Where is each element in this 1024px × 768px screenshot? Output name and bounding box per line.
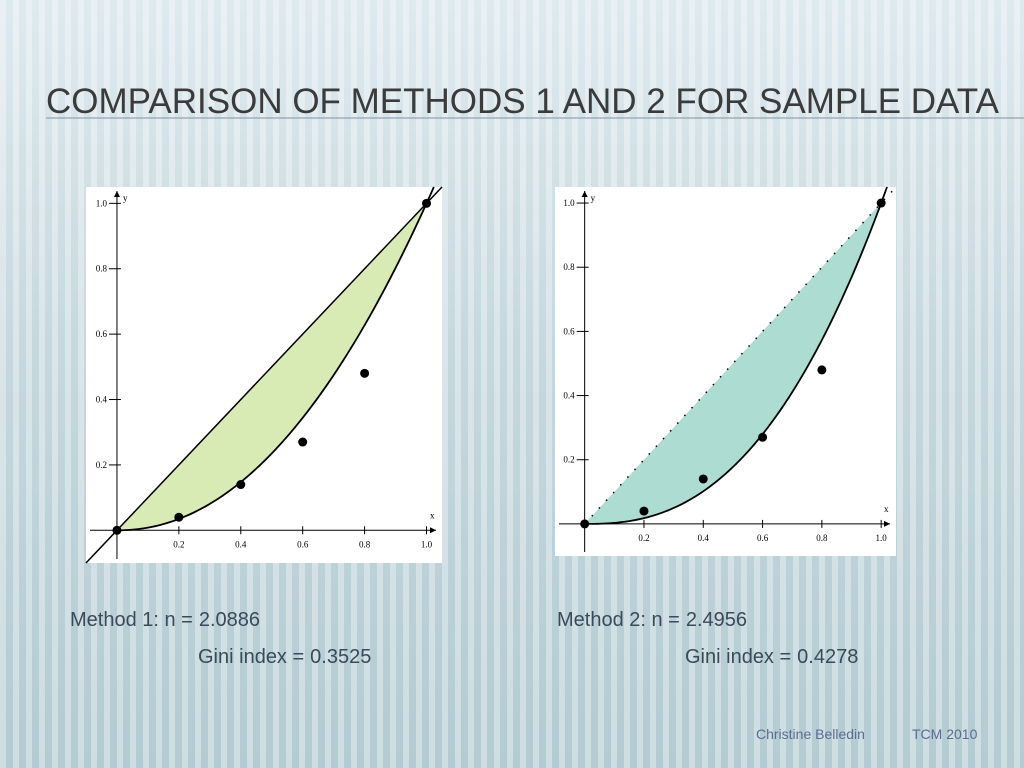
x-tick-label: 0.6 <box>757 533 769 543</box>
lorenz-curve <box>584 186 888 525</box>
x-tick-label: 1.0 <box>421 539 433 549</box>
slide-title: Comparison of Methods 1 and 2 for Sample… <box>46 82 1000 121</box>
x-tick-label: 0.4 <box>698 533 710 543</box>
y-tick-label: 0.4 <box>96 395 108 405</box>
data-point <box>580 519 590 529</box>
x-axis-label: x <box>884 504 889 514</box>
y-tick-label: 1.0 <box>563 198 575 208</box>
data-point <box>112 525 122 535</box>
method-label: Method 1: n = <box>70 609 193 631</box>
n-value: 2.0886 <box>199 609 260 631</box>
gini-caption: Gini index = 0.4278 <box>685 646 858 668</box>
footer-event: TCM 2010 <box>912 726 978 742</box>
y-tick-label: 0.8 <box>96 264 108 274</box>
data-point <box>360 368 370 378</box>
data-point <box>174 512 184 522</box>
data-point <box>698 474 708 484</box>
gini-label: Gini index = <box>198 646 304 668</box>
method-caption: Method 2: n = 2.4956 <box>557 609 747 631</box>
y-arrow <box>581 191 588 197</box>
x-tick-label: 0.4 <box>235 539 247 549</box>
x-axis-label: x <box>430 510 435 520</box>
y-tick-label: 0.6 <box>96 329 108 339</box>
data-point <box>298 437 308 447</box>
x-arrow <box>884 520 890 527</box>
y-axis-label: y <box>591 193 596 203</box>
gini-value: 0.4278 <box>797 646 858 668</box>
method-caption: Method 1: n = 2.0886 <box>70 609 260 631</box>
method-label: Method 2: n = <box>557 609 680 631</box>
y-axis-label: y <box>123 193 128 203</box>
lorenz-curve <box>116 186 435 532</box>
y-tick-label: 0.2 <box>96 460 107 470</box>
gini-value: 0.3525 <box>310 646 371 668</box>
y-tick-label: 0.8 <box>563 262 575 272</box>
x-tick-label: 0.2 <box>638 533 649 543</box>
gini-caption: Gini index = 0.3525 <box>198 646 371 668</box>
n-value: 2.4956 <box>686 609 747 631</box>
x-arrow <box>430 527 436 534</box>
x-tick-label: 0.2 <box>173 539 184 549</box>
data-point <box>758 432 768 442</box>
y-tick-label: 0.6 <box>563 326 575 336</box>
x-tick-label: 0.8 <box>816 533 828 543</box>
y-tick-label: 0.2 <box>563 455 574 465</box>
y-arrow <box>113 191 120 197</box>
footer-author: Christine Belledin <box>756 726 865 742</box>
gini-area <box>584 203 882 524</box>
data-point <box>639 506 649 516</box>
x-tick-label: 1.0 <box>876 533 888 543</box>
y-tick-label: 1.0 <box>96 198 108 208</box>
x-tick-label: 0.6 <box>297 539 309 549</box>
equality-line <box>85 186 443 564</box>
x-tick-label: 0.8 <box>359 539 371 549</box>
data-point <box>422 198 432 208</box>
y-tick-label: 0.4 <box>563 391 575 401</box>
data-point <box>876 198 886 208</box>
data-point <box>236 480 246 490</box>
data-point <box>817 365 827 375</box>
gini-label: Gini index = <box>685 646 791 668</box>
